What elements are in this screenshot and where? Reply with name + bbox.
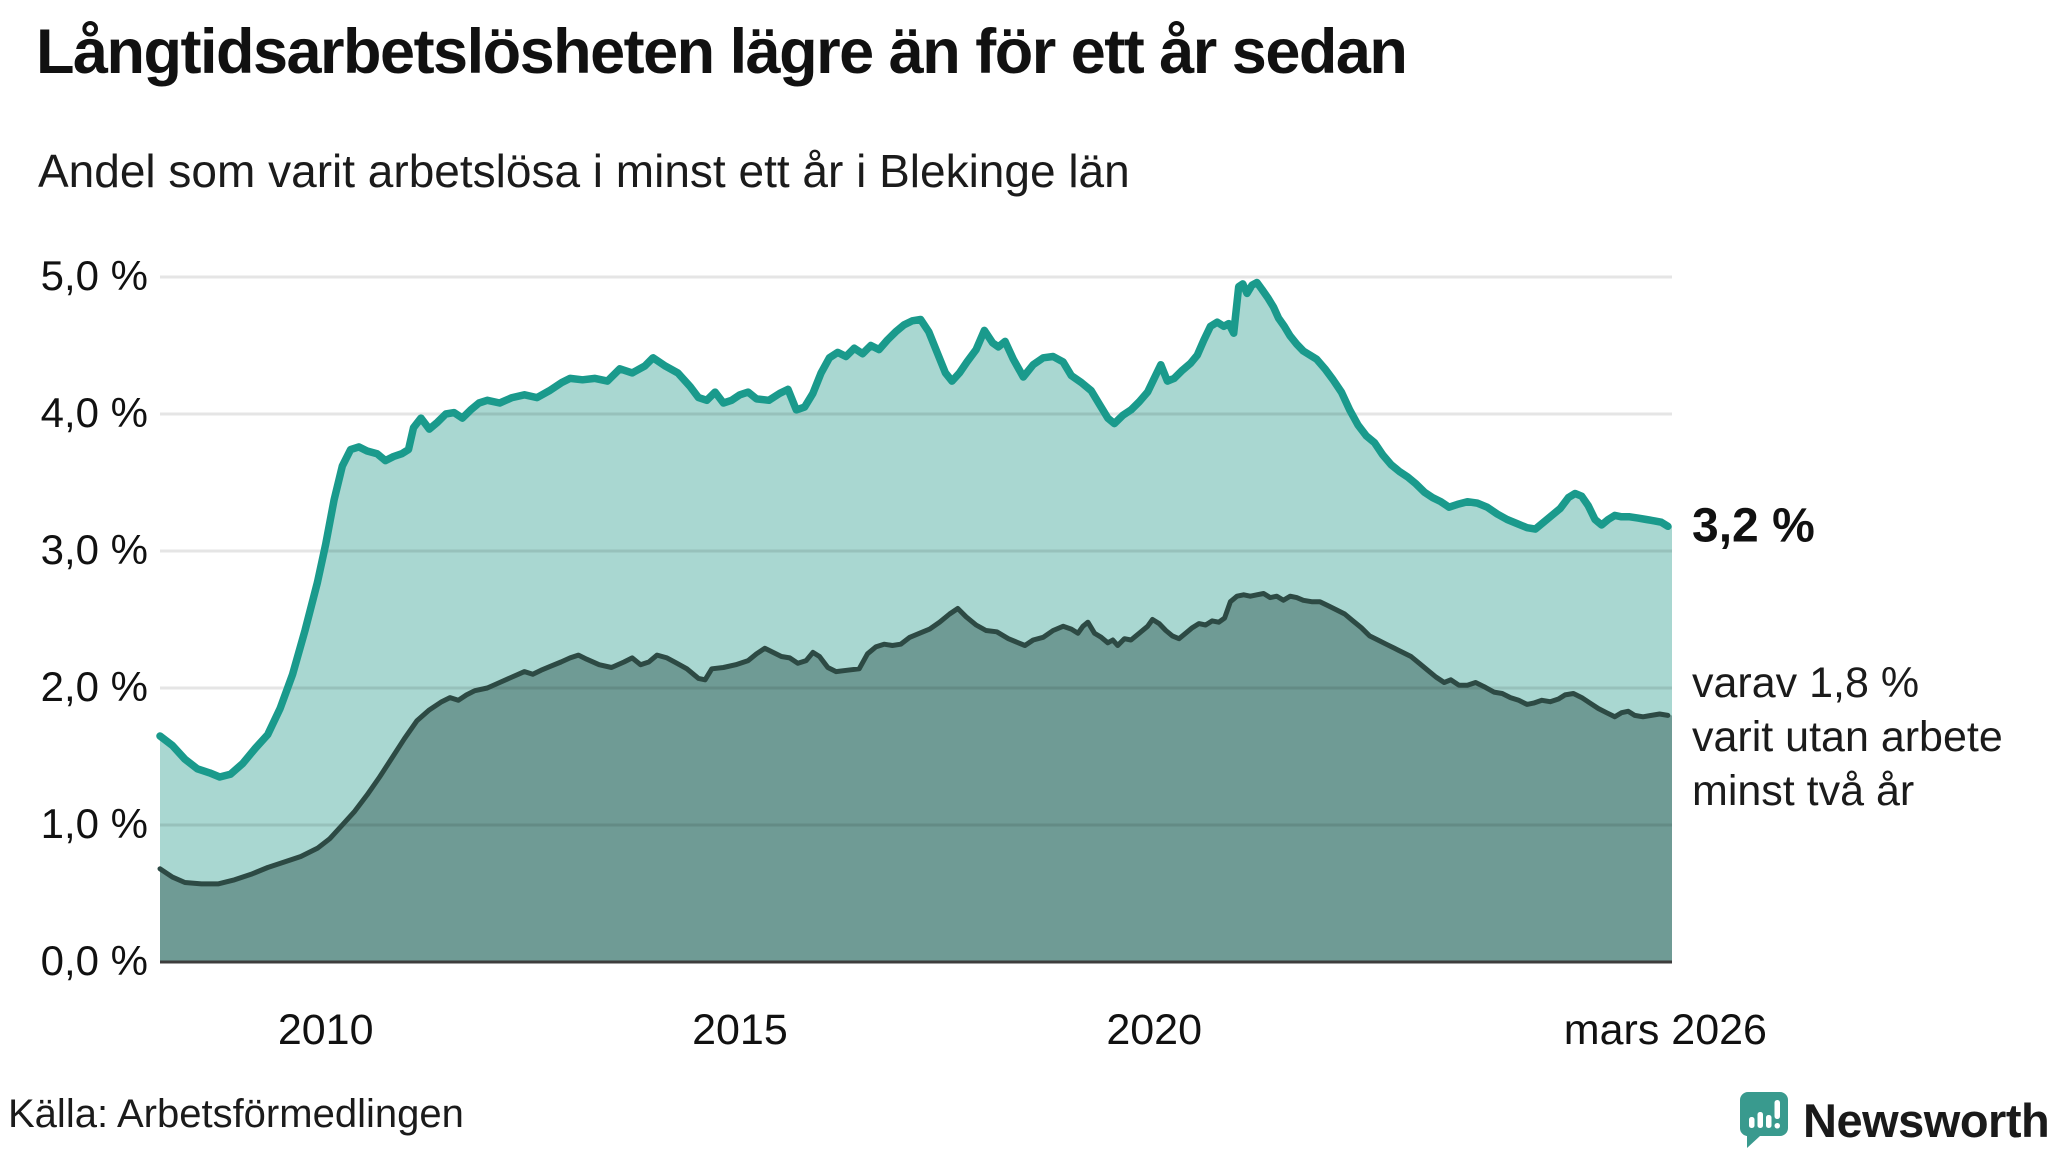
newsworthy-logo-icon (1740, 1092, 1788, 1148)
speech-bubble-shape (1740, 1092, 1788, 1148)
x-axis-tick-label: mars 2026 (1563, 1006, 1767, 1054)
line-one-year (156, 278, 1672, 781)
x-axis-tick-label: 2010 (277, 1006, 374, 1054)
source-label: Källa: Arbetsförmedlingen (8, 1092, 464, 1136)
secondary-annotation-line3: minst två år (1692, 767, 1915, 816)
newsworthy-logo: Newsworthy (1740, 1092, 2048, 1148)
latest-value-annotation: 3,2 % (1692, 499, 1815, 553)
page-title: Långtidsarbetslösheten lägre än för ett … (36, 17, 1408, 87)
y-axis-tick-label: 2,0 % (40, 663, 148, 711)
newsworthy-wordmark: Newsworthy (1803, 1093, 2048, 1147)
y-axis-tick-label: 3,0 % (40, 526, 148, 574)
y-axis-tick-label: 1,0 % (40, 800, 148, 848)
y-axis-tick-label: 0,0 % (40, 937, 148, 985)
area-two-year (160, 593, 1672, 962)
secondary-annotation-line2: varit utan arbete (1692, 713, 2003, 762)
secondary-value-annotation: varav 1,8 % varit utan arbete minst två … (1692, 656, 2003, 819)
x-axis-tick-label: 2020 (1106, 1006, 1203, 1054)
chart-subtitle: Andel som varit arbetslösa i minst ett å… (38, 145, 1130, 197)
x-axis-tick-label: 2015 (692, 1006, 788, 1054)
y-axis-tick-label: 5,0 % (40, 252, 148, 300)
secondary-annotation-line1: varav 1,8 % (1692, 659, 1920, 707)
line-two-year (157, 591, 1671, 887)
y-axis-tick-label: 4,0 % (40, 389, 148, 437)
